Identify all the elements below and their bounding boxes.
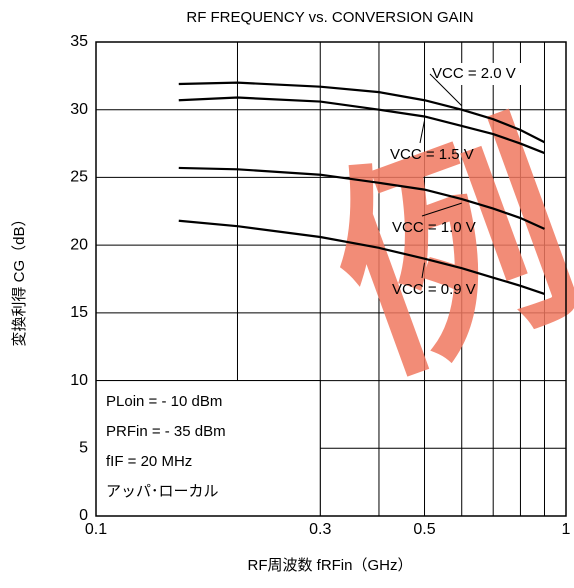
annotation: アッパ･ローカル: [106, 483, 219, 500]
watermark: 例: [302, 92, 574, 412]
y-tick-label: 35: [70, 33, 88, 50]
x-tick-label: 0.3: [309, 521, 331, 538]
annotation-box: [95, 380, 321, 517]
series-line: [178, 166, 545, 230]
y-tick-label: 20: [70, 236, 88, 253]
plot-frame: [95, 41, 567, 517]
series-line: [178, 96, 545, 155]
legend-arrow: [429, 73, 463, 107]
legend-label: VCC = 1.0 V: [392, 219, 476, 236]
y-tick-label: 10: [70, 372, 88, 389]
annotation: PRFin = - 35 dBm: [106, 423, 226, 440]
legend-label: VCC = 2.0 V: [432, 65, 516, 82]
annotation: PLoin = - 10 dBm: [106, 393, 222, 410]
y-tick-label: 5: [79, 440, 88, 457]
legend-arrow: [419, 120, 426, 144]
x-tick-label: 0.1: [85, 521, 107, 538]
x-axis-label: RF周波数 fRFin（GHz）: [247, 557, 412, 574]
y-tick-label: 15: [70, 304, 88, 321]
legend-bg: [430, 63, 538, 85]
legend-arrow: [421, 202, 462, 217]
annotation: fIF = 20 MHz: [106, 453, 192, 470]
y-tick-label: 25: [70, 169, 88, 186]
x-tick-label: 0.5: [413, 521, 435, 538]
legend-arrow: [421, 262, 426, 279]
chart-title: RF FREQUENCY vs. CONVERSION GAIN: [186, 9, 473, 26]
series-line: [178, 219, 545, 295]
x-tick-label: 1: [562, 521, 571, 538]
y-axis-label: 変換利得 CG（dB）: [11, 211, 28, 346]
series-line: [178, 81, 545, 144]
y-tick-label: 30: [70, 101, 88, 118]
legend-label: VCC = 1.5 V: [390, 146, 474, 163]
y-tick-label: 0: [79, 507, 88, 524]
legend-label: VCC = 0.9 V: [392, 281, 476, 298]
